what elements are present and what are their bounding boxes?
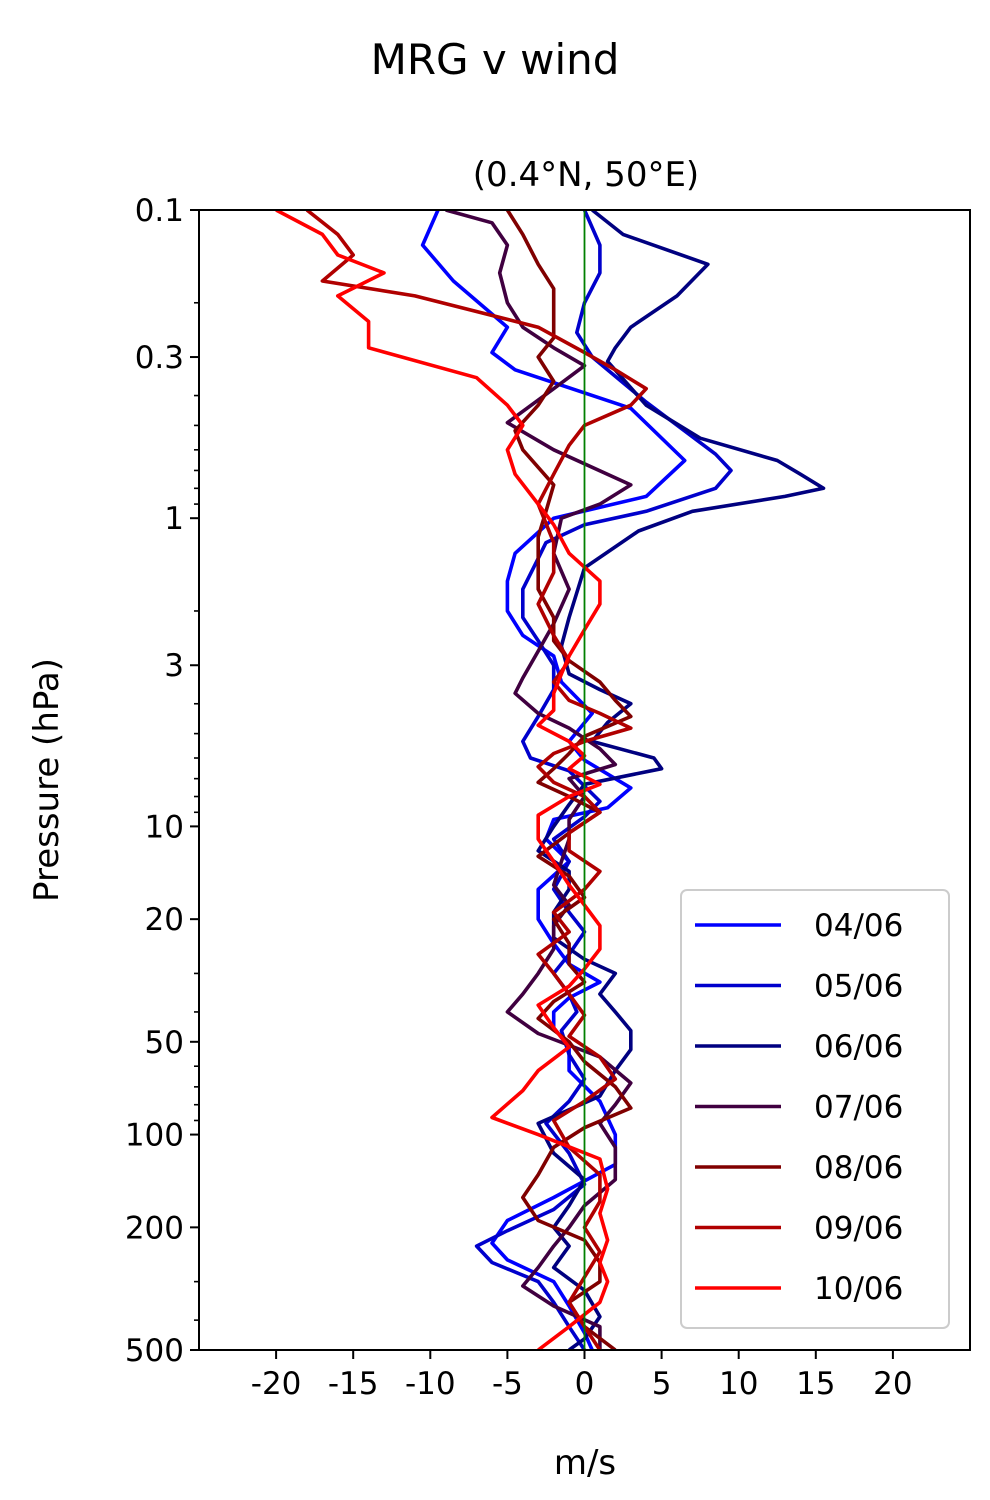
series-line-6 bbox=[305, 210, 648, 1350]
y-tick-label: 100 bbox=[125, 1118, 184, 1154]
legend: 04/06 05/06 06/06 07/06 08/06 09/06 10/06 bbox=[680, 889, 950, 1329]
x-tick-label: 20 bbox=[873, 1366, 912, 1402]
y-axis: 0.1 0.3 1 3 10 20 50 100 200 500 bbox=[125, 193, 199, 1369]
x-tick-label: -20 bbox=[251, 1366, 302, 1402]
legend-label: 04/06 bbox=[814, 908, 903, 944]
chart-title: MRG v wind bbox=[371, 35, 620, 84]
legend-box bbox=[680, 889, 950, 1329]
x-axis-label: m/s bbox=[554, 1443, 616, 1483]
legend-label: 10/06 bbox=[814, 1271, 903, 1307]
legend-label: 06/06 bbox=[814, 1029, 903, 1065]
x-tick-label: -15 bbox=[328, 1366, 379, 1402]
legend-label: 07/06 bbox=[814, 1090, 903, 1126]
y-tick-label: 10 bbox=[145, 809, 184, 845]
x-tick-label: 5 bbox=[652, 1366, 672, 1402]
x-tick-label: 10 bbox=[719, 1366, 758, 1402]
y-tick-label: 200 bbox=[125, 1210, 184, 1246]
chart-subtitle: (0.4°N, 50°E) bbox=[473, 155, 699, 195]
y-tick-label: 0.1 bbox=[135, 193, 184, 229]
x-tick-label: 15 bbox=[796, 1366, 835, 1402]
x-tick-label: -10 bbox=[405, 1366, 456, 1402]
y-tick-label: 50 bbox=[145, 1025, 184, 1061]
y-axis-label: Pressure (hPa) bbox=[27, 658, 67, 902]
y-tick-label: 500 bbox=[125, 1333, 184, 1369]
y-tick-label: 3 bbox=[164, 648, 184, 684]
legend-label: 05/06 bbox=[814, 969, 903, 1005]
legend-label: 09/06 bbox=[814, 1211, 903, 1247]
x-tick-label: 0 bbox=[575, 1366, 595, 1402]
y-tick-label: 20 bbox=[145, 902, 184, 938]
plot-area bbox=[198, 209, 971, 1351]
y-tick-label: 0.3 bbox=[135, 340, 184, 376]
series-line-7 bbox=[275, 210, 610, 1350]
y-tick-label: 1 bbox=[164, 501, 184, 537]
series-layer bbox=[275, 210, 826, 1350]
legend-label: 08/06 bbox=[814, 1150, 903, 1186]
x-axis: -20 -15 -10 -5 0 5 10 15 20 bbox=[251, 1350, 913, 1402]
x-tick-label: -5 bbox=[492, 1366, 523, 1402]
